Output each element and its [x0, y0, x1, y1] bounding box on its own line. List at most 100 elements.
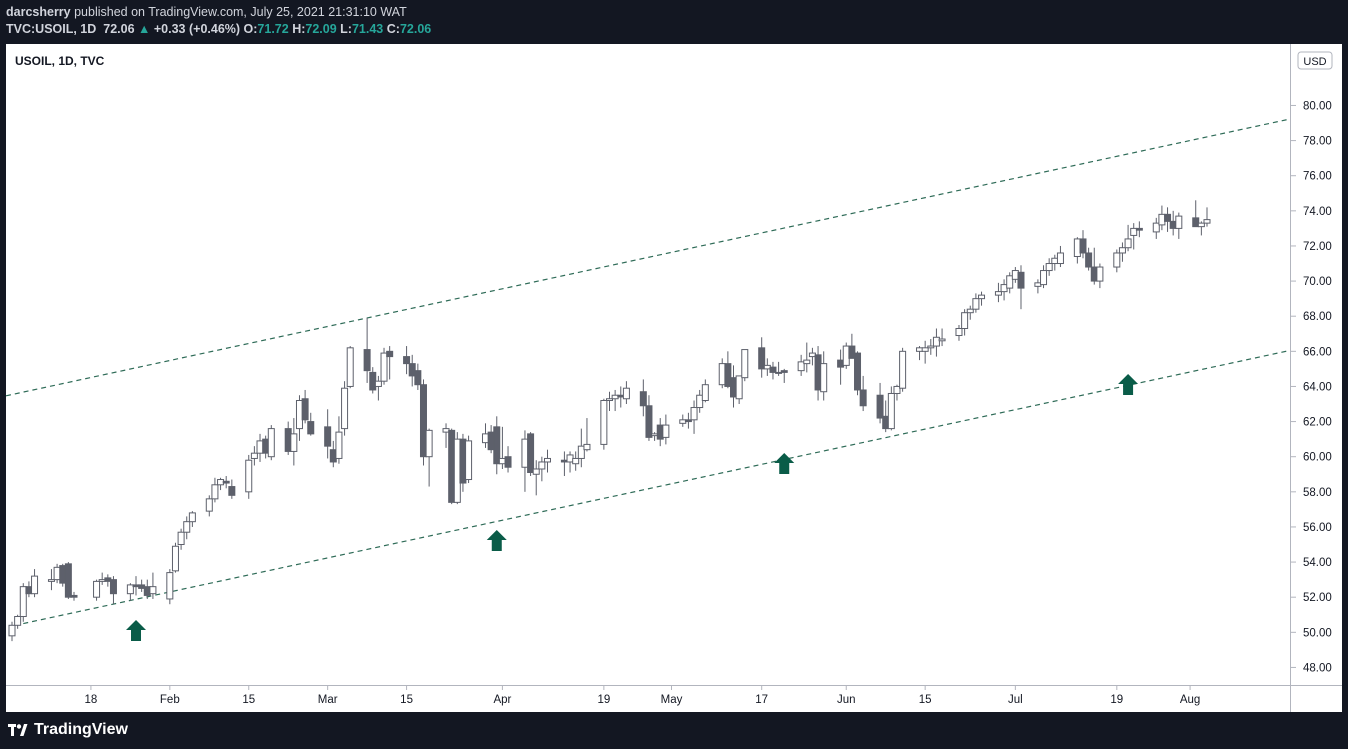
candle: [459, 433, 467, 492]
y-tick-label: 50.00: [1303, 627, 1332, 639]
y-tick-label: 52.00: [1303, 592, 1332, 604]
candle: [1085, 247, 1093, 271]
y-tick-label: 62.00: [1303, 417, 1332, 429]
candle: [448, 428, 456, 505]
candle: [955, 324, 963, 341]
change-arrow-icon: ▲: [138, 22, 151, 36]
candle: [453, 432, 461, 505]
candle: [126, 583, 134, 601]
candle: [1118, 242, 1126, 262]
candle: [59, 563, 67, 587]
author-name[interactable]: darcsherry: [6, 5, 71, 19]
y-tick-label: 80.00: [1303, 100, 1332, 112]
candle: [166, 569, 174, 605]
candle: [893, 384, 901, 401]
candle: [696, 389, 704, 413]
candle: [493, 416, 501, 475]
candle: [1040, 265, 1048, 289]
candle: [820, 351, 828, 401]
up-arrow-icon: [1118, 374, 1139, 395]
candle: [414, 363, 422, 390]
tradingview-logo[interactable]: TradingView: [8, 721, 128, 739]
candlesticks: [8, 200, 1211, 642]
candle: [741, 349, 749, 382]
price-chart[interactable]: USOIL, 1D, TVC USD 48.00 50.00 52.00 54.00 5…: [6, 44, 1342, 712]
chart-area[interactable]: USOIL, 1D, TVC USD 48.00 50.00 52.00 54.00 5…: [6, 44, 1342, 712]
y-tick-label: 76.00: [1303, 171, 1332, 183]
candle: [19, 583, 27, 622]
time-axis[interactable]: 18 Feb 15 Mar 15 Apr 19 May 17 Jun 15 Jul 19 Aug: [85, 686, 1201, 706]
candle: [797, 354, 805, 376]
x-tick-label: Feb: [160, 694, 180, 706]
candle: [465, 435, 473, 484]
currency-label[interactable]: USD: [1303, 56, 1326, 68]
x-tick-label: 18: [85, 694, 98, 706]
candle: [109, 576, 117, 605]
candle: [769, 361, 777, 380]
candle: [183, 516, 191, 540]
candle: [758, 337, 766, 378]
candle: [290, 418, 298, 466]
y-tick-label: 74.00: [1303, 206, 1332, 218]
x-tick-label: 15: [400, 694, 413, 706]
candle: [701, 379, 709, 403]
candle: [966, 305, 974, 320]
y-tick-label: 54.00: [1303, 557, 1332, 569]
candle: [149, 572, 157, 599]
candle: [606, 391, 613, 412]
open-label: O:: [243, 22, 258, 36]
candle: [645, 395, 653, 441]
candle: [532, 460, 540, 496]
publish-info: darcsherry published on TradingView.com,…: [6, 5, 407, 19]
candle: [583, 418, 591, 452]
x-tick-label: 15: [919, 694, 932, 706]
candle: [1130, 223, 1138, 250]
candle: [324, 409, 332, 459]
high-label: H:: [292, 22, 306, 36]
published-text: published on TradingView.com, July 25, 2…: [74, 5, 407, 19]
y-tick-label: 72.00: [1303, 241, 1332, 253]
candle: [171, 542, 179, 573]
candle: [775, 361, 783, 376]
candle: [341, 381, 349, 436]
price-axis[interactable]: 48.00 50.00 52.00 54.00 56.00 58.00 60.00 62.00…: [1291, 100, 1332, 674]
candle: [543, 449, 551, 473]
y-tick-label: 68.00: [1303, 311, 1332, 323]
y-tick-label: 56.00: [1303, 522, 1332, 534]
candle: [374, 375, 382, 401]
candle: [961, 309, 969, 336]
x-tick-label: 19: [1110, 694, 1123, 706]
candle: [419, 379, 427, 466]
candle: [921, 340, 929, 364]
price-change: +0.33 (+0.46%): [153, 22, 241, 36]
candle: [899, 347, 907, 392]
candle: [363, 317, 371, 383]
candle: [538, 456, 546, 482]
candle: [1096, 263, 1104, 289]
candle: [335, 416, 343, 464]
candle: [14, 614, 22, 629]
candle: [1006, 272, 1014, 294]
last-price: 72.06: [103, 22, 135, 36]
candle: [932, 328, 940, 357]
candle: [724, 351, 732, 389]
x-tick-label: 19: [597, 694, 610, 706]
x-tick-label: Mar: [318, 694, 338, 706]
candle: [1135, 221, 1143, 238]
candle: [1203, 207, 1211, 227]
y-tick-label: 58.00: [1303, 487, 1332, 499]
candle: [403, 346, 411, 375]
quote-line: TVC:USOIL, 1D 72.06 ▲ +0.33 (+0.46%) O:7…: [6, 22, 431, 36]
candle: [662, 414, 670, 445]
candle: [177, 528, 185, 550]
y-tick-label: 48.00: [1303, 662, 1332, 674]
candle: [211, 477, 219, 503]
candle: [1152, 217, 1160, 239]
y-tick-label: 78.00: [1303, 136, 1332, 148]
candle: [408, 354, 416, 387]
candle: [1197, 221, 1205, 236]
candle: [854, 351, 862, 396]
x-tick-label: 15: [242, 694, 255, 706]
symbol-label[interactable]: TVC:USOIL, 1D: [6, 22, 97, 36]
chart-title: USOIL, 1D, TVC: [15, 54, 105, 68]
